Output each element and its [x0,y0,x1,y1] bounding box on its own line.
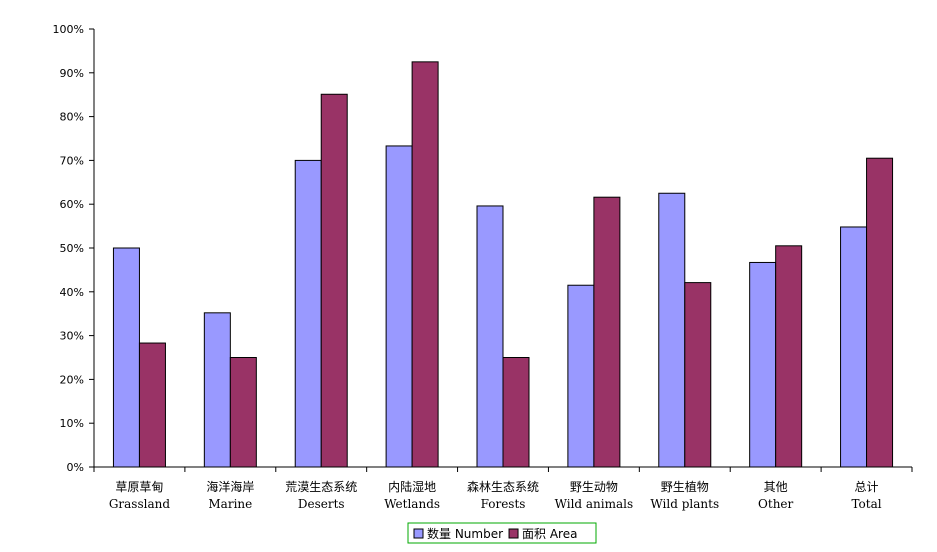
x-tick-label-zh: 荒漠生态系统 [285,480,357,494]
x-tick-label-en: Marine [208,497,252,511]
legend-box [407,522,597,544]
x-tick-label-en: Wild plants [650,497,719,511]
y-axis: 0% 10% 20% 30% 40% 50% 60% 70% 80% 90% 100% [53,23,95,474]
x-tick-label-en: Deserts [298,497,345,511]
y-tick-label: 100% [53,23,84,36]
bar-number-marine [203,312,231,468]
bar-number-wild-animals [567,284,595,468]
x-tick-label-en: Other [758,497,793,511]
x-tick-label-zh: 森林生态系统 [467,479,539,494]
bar-number-forests [476,205,504,468]
x-tick-label-en: Grassland [109,497,171,511]
y-tick-label: 50% [60,242,84,255]
legend-label-number: 数量 Number [427,526,503,541]
x-tick-label-zh: 野生动物 [570,480,618,494]
x-tick-label-zh: 其他 [764,480,788,494]
y-tick-label: 70% [60,154,84,167]
legend-swatch-number [413,528,424,539]
legend-swatch-area [508,528,519,539]
bar-area-total [866,157,894,468]
bar-number-deserts [294,159,322,468]
x-tick-label-en: Wetlands [384,497,440,511]
y-tick-label: 60% [60,198,84,211]
x-tick-label-zh: 总计 [855,480,879,494]
x-tick-label-zh: 野生植物 [661,479,709,494]
bar-number-grassland [112,247,140,468]
y-tick-label: 80% [60,111,84,124]
bar-number-other [749,261,777,468]
x-tick-label-en: Forests [481,497,526,511]
bar-area-other [775,245,803,468]
legend-label-area: 面积 Area [522,527,577,541]
bar-area-wild-plants [684,282,712,468]
bar-area-deserts [320,93,348,468]
y-tick-label: 0% [67,461,84,474]
x-tick-label-zh: 海洋海岸 [206,479,254,494]
y-tick-label: 10% [60,417,84,430]
bar-number-wetlands [385,145,413,468]
bar-area-grassland [138,342,166,468]
y-tick-label: 30% [60,330,84,343]
y-tick-label: 20% [60,373,84,386]
y-tick-label: 90% [60,67,84,80]
x-tick-label-en: Total [851,497,881,511]
bar-area-wild-animals [593,196,621,468]
bar-number-total [840,226,868,468]
legend: 数量 Number 面积 Area [407,522,597,544]
y-tick-label: 40% [60,286,84,299]
x-tick-label-en: Wild animals [555,497,634,511]
bar-number-wild-plants [658,192,686,468]
x-axis: 草原草甸 Grassland 海洋海岸 Marine 荒漠生态系统 Deserts 内陆湿地… [93,466,913,511]
bar-area-wetlands [411,61,439,468]
x-tick-label-zh: 草原草甸 [115,480,163,494]
bar-area-forests [502,357,530,468]
x-tick-label-zh: 内陆湿地 [388,479,436,494]
bar-area-marine [229,357,257,468]
bars [112,61,894,468]
